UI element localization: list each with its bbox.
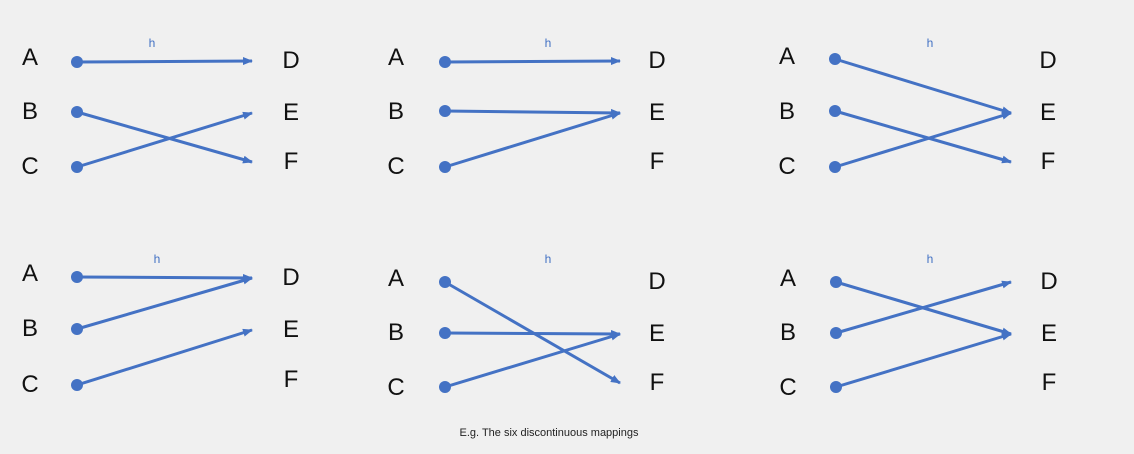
- domain-label-b: B: [778, 98, 796, 125]
- domain-label-a: A: [21, 44, 39, 71]
- arrow-c-to-e: [835, 332, 1012, 389]
- domain-label-a: A: [21, 260, 39, 287]
- arrow-a-to-d: [444, 57, 621, 66]
- domain-label-c: C: [778, 153, 796, 180]
- source-dot-a: [439, 276, 451, 288]
- source-dot-c: [71, 379, 83, 391]
- caption: E.g. The six discontinuous mappings: [459, 427, 639, 439]
- domain-label-b: B: [387, 98, 405, 125]
- codomain-label-d: D: [648, 268, 666, 295]
- codomain-label-e: E: [648, 320, 666, 347]
- domain-label-a: A: [778, 43, 796, 70]
- codomain-label-d: D: [282, 264, 300, 291]
- domain-label-c: C: [21, 371, 39, 398]
- domain-label-c: C: [387, 153, 405, 180]
- codomain-label-e: E: [648, 99, 666, 126]
- mapping-panel-3: [829, 53, 1012, 173]
- mapping-panel-6: [830, 276, 1012, 393]
- arrow-a-to-d: [76, 273, 253, 282]
- codomain-label-d: D: [648, 47, 666, 74]
- arrow-c-to-e: [444, 332, 621, 389]
- mapping-panel-1: [71, 56, 253, 173]
- map-label-h: h: [544, 36, 552, 50]
- source-dot-b: [439, 105, 451, 117]
- domain-label-c: C: [387, 374, 405, 401]
- arrow-b-to-d: [835, 280, 1012, 335]
- source-dot-b: [830, 327, 842, 339]
- map-label-h: h: [544, 252, 552, 266]
- domain-label-a: A: [387, 44, 405, 71]
- codomain-label-f: F: [1041, 369, 1057, 396]
- codomain-label-d: D: [1040, 268, 1058, 295]
- domain-label-c: C: [21, 153, 39, 180]
- codomain-label-f: F: [1040, 148, 1056, 175]
- source-dot-c: [439, 161, 451, 173]
- domain-label-a: A: [387, 265, 405, 292]
- source-dot-c: [829, 161, 841, 173]
- arrow-b-to-d: [76, 276, 253, 331]
- arrow-c-to-e: [444, 111, 621, 169]
- source-dot-b: [71, 106, 83, 118]
- source-dot-a: [71, 271, 83, 283]
- source-dot-a: [830, 276, 842, 288]
- source-dot-a: [439, 56, 451, 68]
- domain-label-b: B: [21, 315, 39, 342]
- arrow-a-to-e: [834, 57, 1012, 115]
- source-dot-a: [829, 53, 841, 65]
- codomain-label-f: F: [649, 148, 665, 175]
- arrow-a-to-d: [76, 57, 253, 66]
- codomain-label-e: E: [282, 99, 300, 126]
- mapping-panel-2: [439, 56, 621, 173]
- codomain-label-f: F: [283, 366, 299, 393]
- codomain-label-e: E: [282, 316, 300, 343]
- map-label-h: h: [153, 252, 161, 266]
- codomain-label-d: D: [1039, 47, 1057, 74]
- codomain-label-f: F: [649, 369, 665, 396]
- domain-label-b: B: [21, 98, 39, 125]
- map-label-h: h: [926, 36, 934, 50]
- mapping-panel-5: [439, 276, 621, 393]
- codomain-label-e: E: [1040, 320, 1058, 347]
- codomain-label-d: D: [282, 47, 300, 74]
- arrow-c-to-e: [76, 111, 253, 169]
- arrow-b-to-f: [834, 109, 1012, 164]
- arrow-b-to-e: [444, 108, 621, 117]
- map-label-h: h: [148, 36, 156, 50]
- arrow-c-to-e: [834, 111, 1012, 169]
- arrow-c-to-e: [76, 328, 253, 387]
- domain-label-b: B: [387, 319, 405, 346]
- source-dot-c: [439, 381, 451, 393]
- domain-label-c: C: [779, 374, 797, 401]
- source-dot-b: [829, 105, 841, 117]
- codomain-label-f: F: [283, 148, 299, 175]
- source-dot-b: [439, 327, 451, 339]
- source-dot-c: [830, 381, 842, 393]
- source-dot-c: [71, 161, 83, 173]
- arrow-b-to-e: [444, 329, 621, 338]
- map-label-h: h: [926, 252, 934, 266]
- source-dot-a: [71, 56, 83, 68]
- source-dot-b: [71, 323, 83, 335]
- domain-label-a: A: [779, 265, 797, 292]
- domain-label-b: B: [779, 319, 797, 346]
- mapping-panel-4: [71, 271, 253, 391]
- arrow-b-to-f: [76, 110, 253, 164]
- codomain-label-e: E: [1039, 99, 1057, 126]
